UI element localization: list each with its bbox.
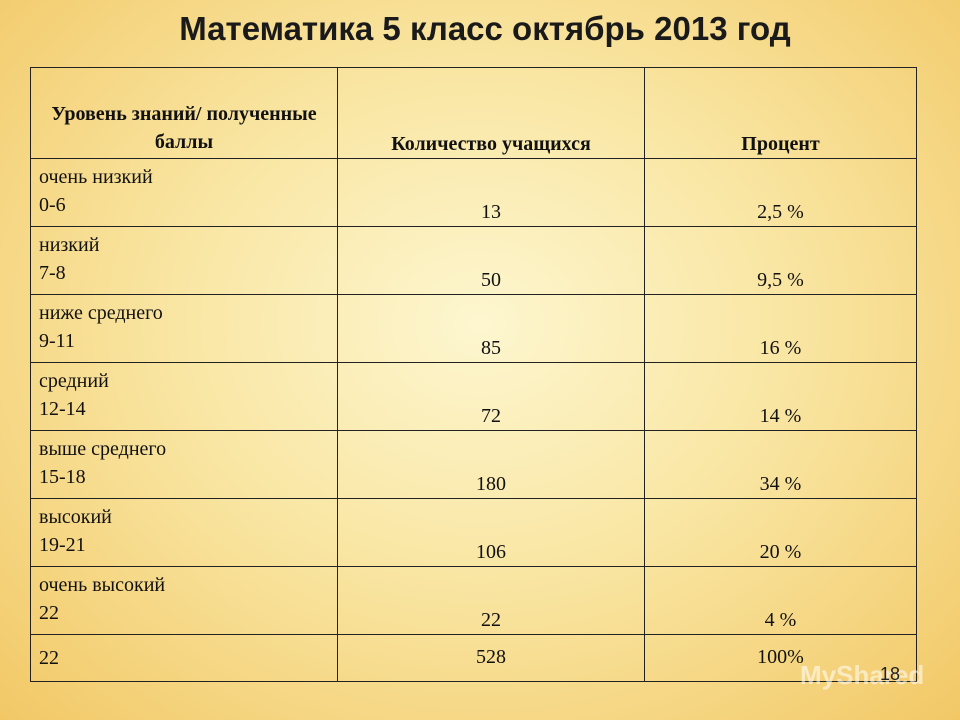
- count-cell: 106: [337, 498, 645, 567]
- percent-cell: 4 %: [644, 566, 917, 635]
- level-name: средний: [39, 370, 109, 392]
- table-row: ниже среднего 9-11 85 16 %: [30, 294, 917, 363]
- table-row: средний 12-14 72 14 %: [30, 362, 917, 431]
- total-row: 22 528 100%: [30, 634, 917, 682]
- percent-cell: 20 %: [644, 498, 917, 567]
- score-range: 19-21: [39, 534, 86, 556]
- percent-cell: 14 %: [644, 362, 917, 431]
- table-row: очень низкий 0-6 13 2,5 %: [30, 158, 917, 227]
- count-cell: 72: [337, 362, 645, 431]
- header-cell: Уровень знаний/ полученные баллы: [30, 67, 338, 159]
- score-range: 12-14: [39, 398, 86, 420]
- percent-cell: 9,5 %: [644, 226, 917, 295]
- level-name: низкий: [39, 234, 100, 256]
- table-body: очень низкий 0-6 13 2,5 % низкий 7-8 50 9,5 % ни…: [30, 158, 917, 682]
- header-cell: Количество учащихся: [337, 67, 645, 159]
- level-cell: низкий 7-8: [30, 226, 338, 295]
- score-range: 9-11: [39, 330, 75, 352]
- score-range: 0-6: [39, 194, 66, 216]
- table-row: очень высокий 22 22 4 %: [30, 566, 917, 635]
- data-table: Уровень знаний/ полученные баллы Количес…: [30, 67, 917, 682]
- table-row: высокий 19-21 106 20 %: [30, 498, 917, 567]
- level-cell: высокий 19-21: [30, 498, 338, 567]
- watermark: MyShared: [800, 660, 925, 690]
- count-cell: 22: [337, 566, 645, 635]
- total-range: 22: [30, 634, 338, 682]
- table-row: низкий 7-8 50 9,5 %: [30, 226, 917, 295]
- count-cell: 13: [337, 158, 645, 227]
- level-cell: средний 12-14: [30, 362, 338, 431]
- level-cell: выше среднего 15-18: [30, 430, 338, 499]
- level-cell: ниже среднего 9-11: [30, 294, 338, 363]
- table-row: выше среднего 15-18 180 34 %: [30, 430, 917, 499]
- percent-cell: 2,5 %: [644, 158, 917, 227]
- percent-cell: 16 %: [644, 294, 917, 363]
- level-name: высокий: [39, 506, 112, 528]
- count-cell: 180: [337, 430, 645, 499]
- level-cell: очень низкий 0-6: [30, 158, 338, 227]
- percent-cell: 34 %: [644, 430, 917, 499]
- page-number: 18: [880, 664, 901, 684]
- title: Математика 5 класс октябрь 2013 год: [179, 10, 791, 47]
- score-range: 22: [39, 602, 59, 624]
- score-range: 7-8: [39, 262, 66, 284]
- level-name: ниже среднего: [39, 302, 163, 324]
- count-cell: 50: [337, 226, 645, 295]
- level-name: очень низкий: [39, 166, 153, 188]
- score-range: 15-18: [39, 466, 86, 488]
- level-name: очень высокий: [39, 574, 166, 596]
- header-row: Уровень знаний/ полученные баллы Количес…: [30, 67, 917, 159]
- total-percent: 100%: [644, 634, 917, 682]
- header-cell: Процент: [644, 67, 917, 159]
- total-count: 528: [337, 634, 645, 682]
- level-cell: очень высокий 22: [30, 566, 338, 635]
- count-cell: 85: [337, 294, 645, 363]
- level-name: выше среднего: [39, 438, 167, 460]
